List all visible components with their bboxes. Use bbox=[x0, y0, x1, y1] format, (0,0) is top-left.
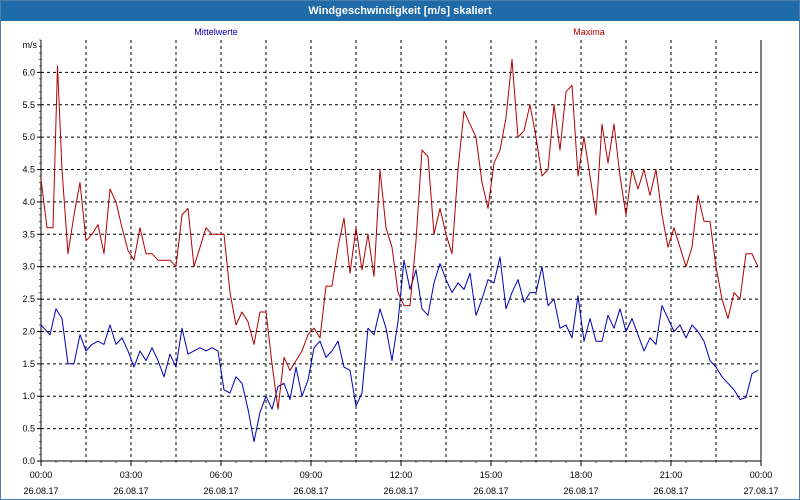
legend-maxima: Maxima bbox=[573, 27, 605, 37]
x-tick-time: 15:00 bbox=[480, 470, 503, 480]
y-axis-label: m/s bbox=[23, 40, 38, 50]
y-tick-label: 4.0 bbox=[22, 197, 35, 207]
x-tick-time: 00:00 bbox=[750, 470, 773, 480]
x-tick-date: 26.08.17 bbox=[23, 486, 58, 496]
x-tick-date: 26.08.17 bbox=[113, 486, 148, 496]
x-tick-time: 06:00 bbox=[210, 470, 233, 480]
x-tick-time: 00:00 bbox=[30, 470, 53, 480]
y-tick-label: 2.0 bbox=[22, 326, 35, 336]
x-tick-date: 26.08.17 bbox=[203, 486, 238, 496]
y-tick-label: 6.0 bbox=[22, 67, 35, 77]
y-tick-label: 3.0 bbox=[22, 262, 35, 272]
series-line-maxima bbox=[40, 58, 759, 410]
y-tick-label: 5.0 bbox=[22, 132, 35, 142]
x-tick-time: 18:00 bbox=[570, 470, 593, 480]
chart-title: Windgeschwindigkeit [m/s] skaliert bbox=[1, 1, 799, 21]
x-tick-date: 26.08.17 bbox=[563, 486, 598, 496]
x-tick-date: 26.08.17 bbox=[383, 486, 418, 496]
x-tick-date: 27.08.17 bbox=[743, 486, 778, 496]
y-tick-label: 1.5 bbox=[22, 359, 35, 369]
axis-layer bbox=[37, 39, 762, 466]
series-line-mittelwerte bbox=[40, 256, 759, 443]
y-tick-label: 0.5 bbox=[22, 424, 35, 434]
y-tick-label: 2.5 bbox=[22, 294, 35, 304]
label-layer: 0.0 0.5 1.0 1.5 2.0 2.5 3.0 3.5 4.0 4.5 5.0 5.5 6.0 0… bbox=[22, 27, 778, 496]
x-tick-date: 26.08.17 bbox=[293, 486, 328, 496]
y-tick-label: 4.5 bbox=[22, 165, 35, 175]
y-tick-label: 1.0 bbox=[22, 391, 35, 401]
x-tick-time: 12:00 bbox=[390, 470, 413, 480]
x-tick-time: 03:00 bbox=[120, 470, 143, 480]
series-layer bbox=[40, 58, 759, 443]
y-tick-label: 5.5 bbox=[22, 100, 35, 110]
x-tick-date: 26.08.17 bbox=[653, 486, 688, 496]
x-tick-time: 09:00 bbox=[300, 470, 323, 480]
wind-speed-chart: 0.0 0.5 1.0 1.5 2.0 2.5 3.0 3.5 4.0 4.5 5.0 5.5 6.0 0… bbox=[22, 27, 778, 496]
x-tick-time: 21:00 bbox=[660, 470, 683, 480]
x-tick-date: 26.08.17 bbox=[473, 486, 508, 496]
y-tick-label: 3.5 bbox=[22, 229, 35, 239]
grid-layer bbox=[41, 40, 761, 461]
legend-mittelwerte: Mittelwerte bbox=[194, 27, 238, 37]
y-tick-label: 0.0 bbox=[22, 456, 35, 466]
